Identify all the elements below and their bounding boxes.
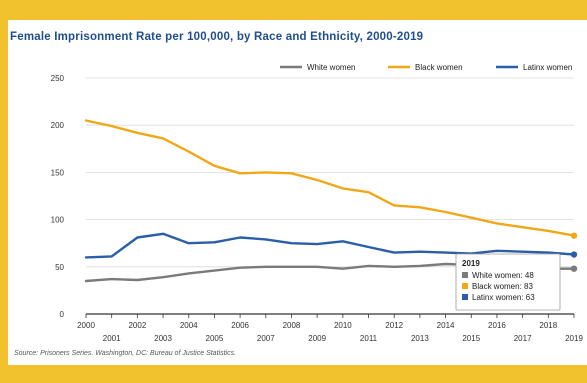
black-women-line — [84, 119, 576, 237]
gridlines — [86, 77, 574, 268]
callout-frame — [455, 253, 561, 311]
legend-label-black-women: Black women — [415, 63, 463, 72]
source-note: Source: Prisoners Series. Washington, DC… — [14, 350, 237, 357]
y-tick-label: 0 — [60, 310, 65, 319]
y-tick-label: 200 — [51, 121, 65, 130]
y-tick-label: 250 — [51, 74, 65, 83]
chart-title: Female Imprisonment Rate per 100,000, by… — [10, 31, 424, 43]
callout-swatch — [462, 294, 468, 300]
white-women-endpoint — [570, 265, 578, 272]
x-tick-label: 2008 — [283, 321, 301, 330]
callout-box: 2019 White women: 48 Black women: 83 Latinx… — [455, 253, 561, 311]
y-tick-label: 50 — [55, 263, 64, 272]
axes: 0 50 100 150 200 250 2000 2002 2004 2006 2008 2010 2… — [51, 74, 584, 343]
legend: White women Black women Latinx women — [280, 63, 572, 72]
x-tick-label: 2014 — [437, 321, 455, 330]
x-tick-label: 2017 — [514, 334, 532, 343]
callout-item-label: White women: 48 — [472, 271, 534, 280]
x-tick-label: 2009 — [308, 334, 326, 343]
latinx-women-line — [84, 232, 576, 259]
x-tick-label: 2001 — [103, 334, 121, 343]
x-tick-label: 2012 — [385, 321, 403, 330]
x-tick-label: 2018 — [539, 321, 557, 330]
latinx-women-endpoint — [570, 251, 578, 258]
x-tick-label: 2003 — [154, 334, 172, 343]
black-women-endpoint — [570, 232, 578, 239]
y-tick-label: 100 — [51, 216, 65, 225]
x-tick-label: 2013 — [411, 334, 429, 343]
callout-swatch — [462, 272, 468, 278]
callout-item-label: Black women: 83 — [472, 282, 533, 291]
x-tick-label: 2002 — [128, 321, 146, 330]
x-tick-label: 2005 — [206, 334, 224, 343]
legend-label-white-women: White women — [307, 63, 355, 72]
x-tick-label: 2015 — [462, 334, 480, 343]
callout-heading: 2019 — [462, 259, 480, 268]
x-tick-label: 2010 — [334, 321, 352, 330]
x-tick-label: 2006 — [231, 321, 249, 330]
x-tick-label: 2019 — [565, 334, 583, 343]
x-tick-label: 2007 — [257, 334, 275, 343]
x-tick-label: 2011 — [360, 334, 378, 343]
x-tick-label: 2000 — [77, 321, 95, 330]
legend-label-latinx-women: Latinx women — [523, 63, 572, 72]
callout-item-label: Latinx women: 63 — [472, 293, 535, 302]
y-tick-label: 150 — [51, 168, 65, 177]
x-tick-label: 2004 — [180, 321, 198, 330]
callout-swatch — [462, 283, 468, 289]
x-tick-label: 2016 — [488, 321, 506, 330]
